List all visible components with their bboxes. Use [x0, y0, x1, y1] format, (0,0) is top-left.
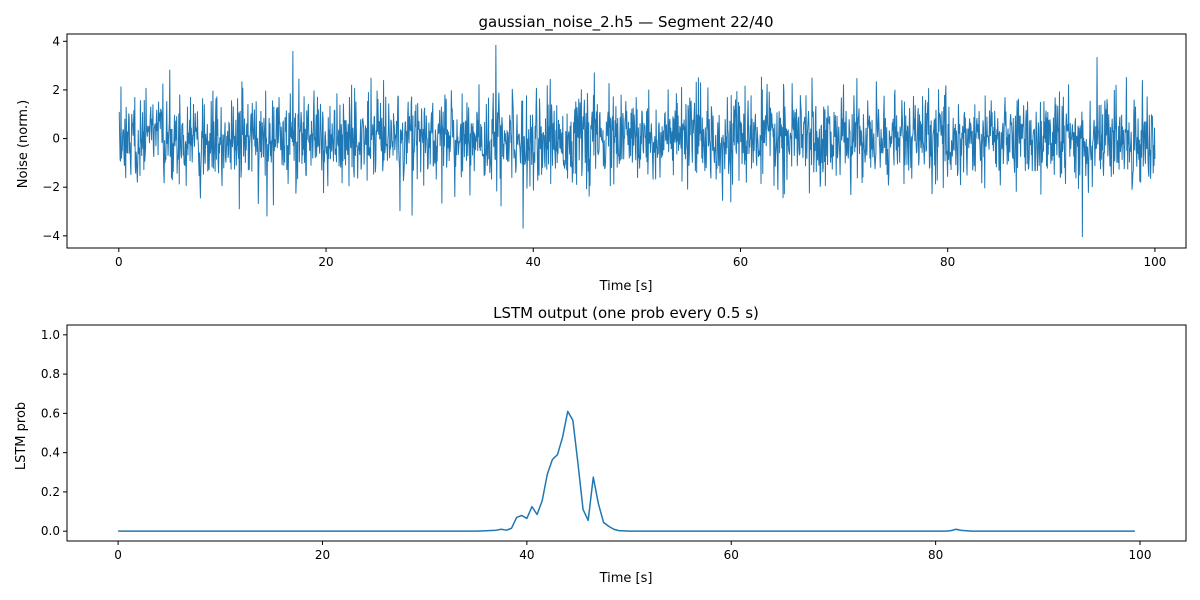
noise-x-tick-label: 80: [940, 255, 955, 269]
noise-subplot: gaussian_noise_2.h5 — Segment 22/40 Nois…: [16, 13, 1187, 294]
noise-y-tick-label: −2: [42, 180, 60, 194]
noise-y-tick-label: 0: [52, 132, 60, 146]
lstm-x-tick-label: 40: [519, 548, 534, 562]
noise-y-tick-label: 4: [52, 34, 60, 48]
lstm-y-tick-label: 0.6: [41, 406, 60, 420]
noise-y-tick-label: 2: [52, 83, 60, 97]
noise-axes-frame: [66, 33, 1187, 249]
noise-x-tick-label: 0: [115, 255, 123, 269]
noise-y-axis-label: Noise (norm.): [16, 100, 31, 188]
lstm-ticks: 0 20 40 60 80 100 0.0 0.2 0.4 0.6 0.8 1.0: [41, 328, 1152, 562]
lstm-x-axis-label: Time [s]: [599, 571, 653, 586]
lstm-y-tick-label: 0.4: [41, 446, 60, 460]
noise-plot-area: [118, 44, 1156, 238]
lstm-x-tick-label: 0: [114, 548, 122, 562]
noise-plot-title: gaussian_noise_2.h5 — Segment 22/40: [478, 13, 773, 32]
noise-series-line: [118, 44, 1156, 238]
noise-y-tick-label: −4: [42, 229, 60, 243]
lstm-x-tick-label: 20: [315, 548, 330, 562]
lstm-plot-title: LSTM output (one prob every 0.5 s): [493, 304, 759, 322]
lstm-y-axis-label: LSTM prob: [14, 402, 29, 470]
lstm-y-tick-label: 0.2: [41, 485, 60, 499]
lstm-axes-frame: [66, 324, 1187, 542]
lstm-y-tick-label: 1.0: [41, 328, 60, 342]
lstm-y-tick-label: 0.8: [41, 367, 60, 381]
noise-x-tick-label: 100: [1143, 255, 1166, 269]
noise-x-axis-label: Time [s]: [599, 279, 653, 294]
lstm-y-tick-label: 0.0: [41, 524, 60, 538]
noise-x-tick-label: 20: [318, 255, 333, 269]
lstm-x-tick-label: 80: [928, 548, 943, 562]
lstm-x-tick-label: 60: [724, 548, 739, 562]
lstm-series-line: [118, 410, 1135, 532]
lstm-x-tick-label: 100: [1129, 548, 1152, 562]
noise-ticks: 0 20 40 60 80 100 −4 −2 0 2 4: [42, 34, 1166, 269]
lstm-subplot: LSTM output (one prob every 0.5 s) LSTM …: [14, 304, 1187, 586]
noise-x-tick-label: 40: [526, 255, 541, 269]
lstm-plot-area: [118, 410, 1135, 532]
noise-x-tick-label: 60: [733, 255, 748, 269]
